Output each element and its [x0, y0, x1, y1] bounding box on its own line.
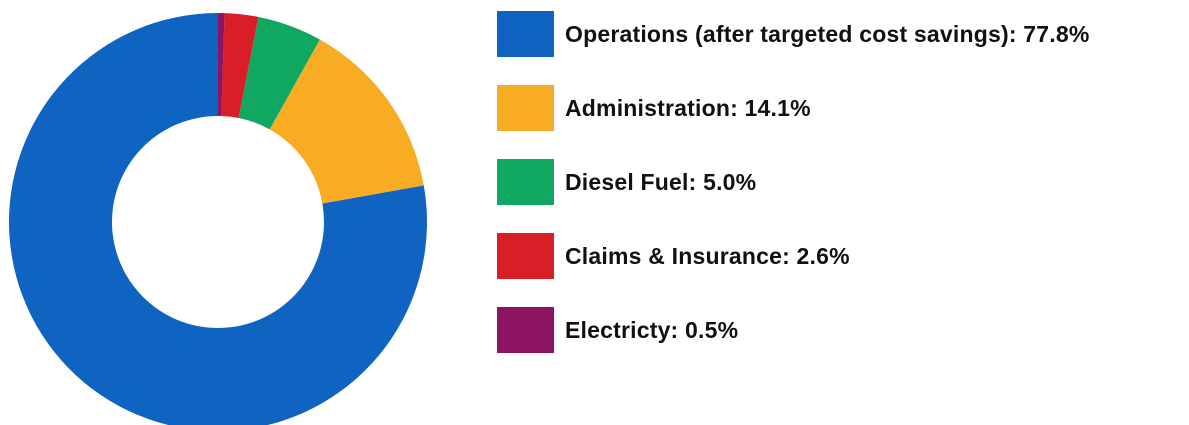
donut-slice-claims-insurance [221, 13, 259, 119]
legend-label-claims-insurance: Claims & Insurance: 2.6% [565, 242, 850, 269]
donut-slice-diesel-fuel [238, 16, 320, 130]
legend-item-administration: Administration: 14.1% [497, 85, 1187, 131]
donut-slice-administration [269, 39, 424, 204]
legend-item-operations: Operations (after targeted cost savings)… [497, 11, 1187, 57]
legend-item-claims-insurance: Claims & Insurance: 2.6% [497, 233, 1187, 279]
legend-label-diesel-fuel: Diesel Fuel: 5.0% [565, 168, 757, 195]
legend-swatch-electricity [497, 307, 554, 353]
legend-item-electricity: Electricty: 0.5% [497, 307, 1187, 353]
legend-item-diesel-fuel: Diesel Fuel: 5.0% [497, 159, 1187, 205]
legend-label-electricity: Electricty: 0.5% [565, 316, 739, 343]
donut-slice-electricity [218, 12, 225, 117]
legend-swatch-administration [497, 85, 554, 131]
legend-label-administration: Administration: 14.1% [565, 94, 811, 121]
legend-swatch-operations [497, 11, 554, 57]
legend-swatch-diesel-fuel [497, 159, 554, 205]
donut-chart [9, 12, 427, 425]
legend-swatch-claims-insurance [497, 233, 554, 279]
donut-slice-operations [9, 13, 427, 425]
legend-label-operations: Operations (after targeted cost savings)… [565, 20, 1090, 47]
legend: Operations (after targeted cost savings)… [497, 11, 1187, 381]
